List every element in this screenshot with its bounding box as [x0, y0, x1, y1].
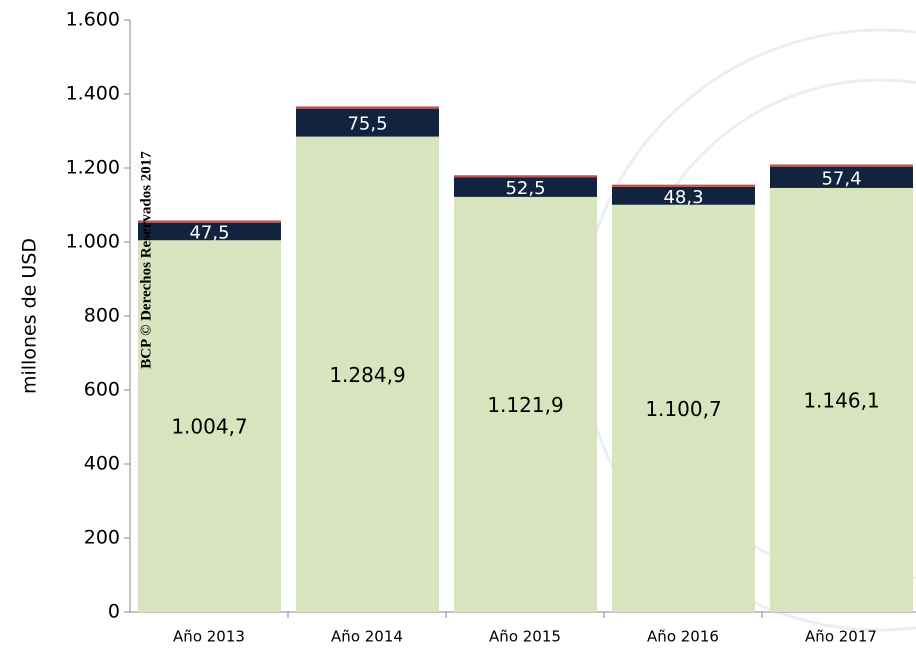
y-tick-label: 600 [84, 379, 120, 401]
bar-segment [612, 204, 755, 612]
y-tick-label: 400 [84, 453, 120, 475]
value-label: 75,5 [347, 114, 387, 135]
y-tick-label: 0 [108, 601, 120, 623]
value-label: 52,5 [505, 178, 545, 199]
y-tick-label: 1.400 [66, 83, 120, 105]
y-tick-label: 800 [84, 305, 120, 327]
value-label: 48,3 [663, 187, 703, 208]
value-label: 1.121,9 [487, 393, 563, 417]
bar-segment [612, 184, 755, 187]
bar-segment [770, 187, 913, 612]
bar-segment [296, 136, 439, 612]
bar-segment [454, 175, 597, 178]
x-tick-label: Año 2013 [173, 628, 245, 646]
value-label: 1.004,7 [171, 415, 247, 439]
bar-segment [454, 196, 597, 612]
value-label: 1.284,9 [329, 363, 405, 387]
bar-segment [138, 240, 281, 613]
bar-segment [454, 177, 597, 197]
x-tick-label: Año 2015 [489, 628, 561, 646]
bar-segment [296, 108, 439, 137]
bar-segment [770, 166, 913, 188]
y-axis-label: millones de USD [19, 238, 41, 394]
value-label: 57,4 [821, 168, 861, 189]
y-tick-label: 1.000 [66, 231, 120, 253]
bar-segment [612, 186, 755, 205]
bar-segment [296, 106, 439, 109]
x-tick-label: Año 2014 [331, 628, 403, 646]
y-tick-label: 1.200 [66, 157, 120, 179]
bar-segment [138, 222, 281, 241]
value-label: 1.146,1 [803, 388, 879, 412]
x-tick-label: Año 2016 [647, 628, 719, 646]
y-tick-label: 200 [84, 527, 120, 549]
x-tick-label: Año 2017 [805, 628, 877, 646]
bar-segment [138, 220, 281, 223]
value-label: 47,5 [189, 222, 229, 243]
watermark: BCP © Derechos Reservados 2017 [138, 151, 154, 369]
y-tick-label: 1.600 [66, 9, 120, 31]
bar-segment [770, 164, 913, 167]
value-label: 1.100,7 [645, 397, 721, 421]
